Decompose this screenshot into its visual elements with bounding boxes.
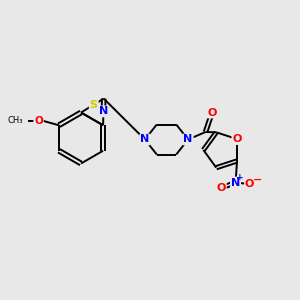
- Text: −: −: [253, 175, 262, 184]
- Text: O: O: [207, 107, 217, 118]
- Text: N: N: [184, 134, 193, 145]
- Text: O: O: [217, 183, 226, 193]
- Text: CH₃: CH₃: [7, 116, 22, 125]
- Text: O: O: [245, 179, 254, 189]
- Text: N: N: [231, 178, 240, 188]
- Text: O: O: [34, 116, 43, 126]
- Text: S: S: [90, 100, 98, 110]
- Text: O: O: [232, 134, 242, 144]
- Text: N: N: [140, 134, 149, 145]
- Text: N: N: [99, 106, 108, 116]
- Text: +: +: [236, 172, 244, 182]
